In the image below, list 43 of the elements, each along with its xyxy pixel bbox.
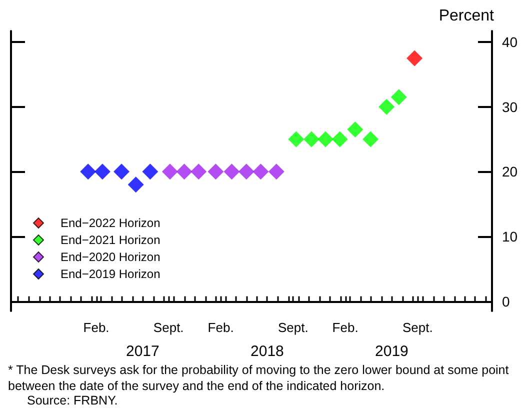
- text: * The Desk surveys ask for the probability of moving to the zero lower bound at some point between the date of the survey and the end of the indicated horizon.: [8, 363, 512, 393]
- y-tick-label: 10: [502, 228, 518, 244]
- point: [94, 164, 110, 180]
- y-tick-label: 20: [502, 164, 518, 180]
- x2-tick-label: 2017: [126, 343, 160, 360]
- x2-tick-label: 2019: [375, 343, 408, 360]
- point: [390, 89, 407, 106]
- legend-label: End−2022 Horizon: [60, 216, 160, 230]
- legend-label: End−2019 Horizon: [60, 267, 160, 281]
- source-note: Source: FRBNY.: [27, 394, 118, 408]
- point: [347, 122, 364, 138]
- x-tick-label: Feb.: [83, 320, 110, 335]
- point: [208, 164, 224, 180]
- point: [224, 164, 240, 180]
- point: [190, 164, 207, 180]
- point: [128, 176, 144, 193]
- legend-label: End−2021 Horizon: [60, 233, 160, 247]
- x2-tick-label: 2018: [250, 343, 284, 360]
- point: [142, 164, 158, 180]
- y-axis-title: Percent: [438, 8, 495, 24]
- point: [162, 164, 178, 180]
- point: [252, 164, 269, 180]
- point: [176, 164, 192, 180]
- point: [362, 131, 379, 148]
- y-tick-label: 0: [502, 293, 510, 310]
- point: [378, 98, 395, 115]
- point: [268, 164, 284, 180]
- x-tick-label: Sept.: [278, 320, 308, 335]
- y-tick-label: 40: [502, 34, 518, 50]
- point: [114, 164, 130, 180]
- point: [406, 50, 423, 66]
- x-tick-label: Feb.: [208, 320, 234, 335]
- legend-label: End−2020 Horizon: [60, 250, 160, 264]
- x-tick-label: Sept.: [402, 320, 433, 335]
- point: [304, 131, 320, 148]
- point: [288, 131, 304, 148]
- y-tick-label: 30: [502, 98, 518, 115]
- x-tick-label: Sept.: [153, 320, 184, 335]
- point: [238, 164, 254, 180]
- point: [332, 131, 348, 148]
- point: [80, 164, 96, 180]
- x-tick-label: Feb.: [332, 320, 358, 335]
- point: [318, 131, 334, 148]
